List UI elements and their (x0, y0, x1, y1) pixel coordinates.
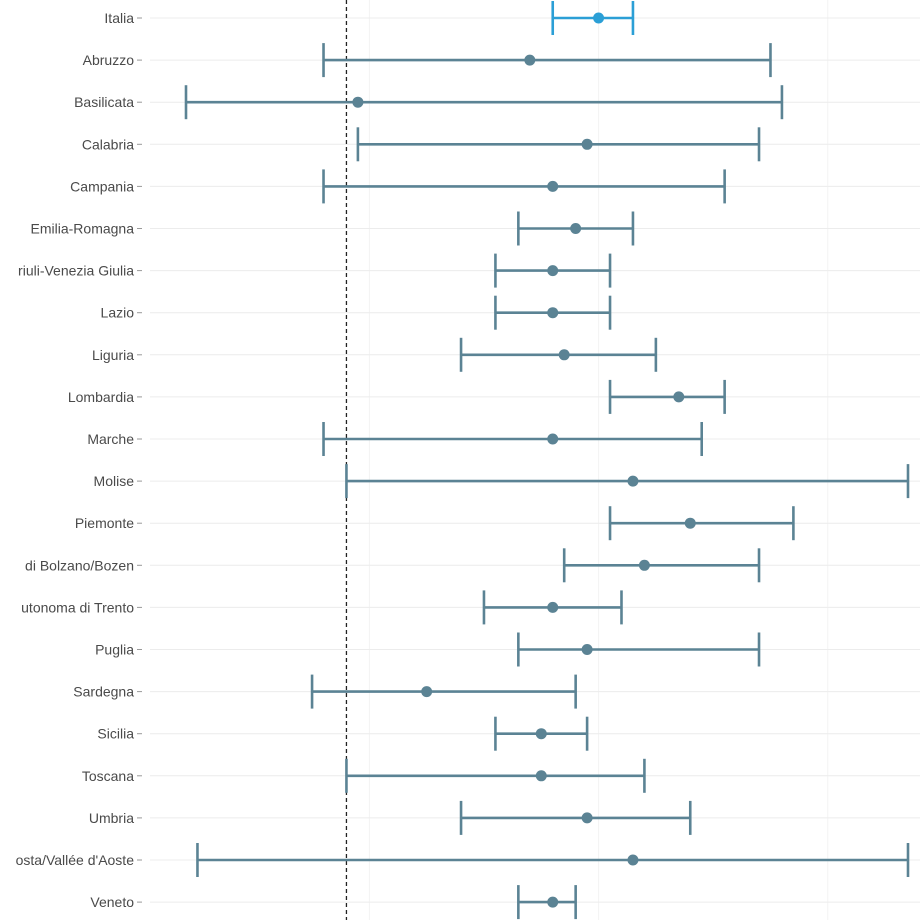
estimate-point (524, 54, 536, 66)
row-label: osta/Vallée d'Aoste (16, 852, 135, 868)
estimate-point (547, 896, 559, 908)
row-labels: Italia Abruzzo Basilicata Calabria Campania E… (16, 10, 135, 910)
estimate-point (581, 812, 593, 824)
row-label: Lombardia (68, 389, 134, 405)
row-label: Calabria (82, 136, 134, 152)
estimate-point (581, 644, 593, 655)
row-label: Italia (104, 10, 134, 26)
estimate-point (547, 180, 559, 192)
row-label: Puglia (95, 642, 134, 658)
estimate-point (673, 391, 685, 403)
row-label: Liguria (92, 347, 134, 363)
row-label: Molise (94, 473, 135, 489)
row-label: Piemonte (75, 515, 134, 531)
row-label: Marche (87, 431, 134, 447)
row-label: Basilicata (74, 94, 134, 110)
row-label: Sardegna (73, 684, 134, 700)
estimate-point (627, 475, 639, 487)
estimate-point (535, 770, 547, 782)
row-label: Campania (70, 178, 134, 194)
estimate-point (547, 307, 559, 319)
grid-lines (137, 0, 920, 920)
estimate-point (535, 728, 547, 740)
row-label: Emilia-Romagna (31, 221, 135, 237)
row-label: riuli-Venezia Giulia (18, 263, 134, 279)
estimate-point (547, 265, 559, 277)
estimate-point (593, 12, 605, 24)
estimate-point (558, 349, 570, 361)
estimate-point (352, 96, 364, 108)
estimate-point (684, 517, 696, 529)
estimate-point (570, 223, 582, 234)
row-label: Abruzzo (83, 52, 135, 68)
estimate-point (421, 686, 433, 698)
estimate-point (581, 138, 593, 150)
interval-marks (184, 1, 910, 920)
row-label: Veneto (90, 894, 134, 910)
row-label: Lazio (101, 305, 135, 321)
estimate-point (638, 559, 650, 571)
estimate-point (627, 854, 639, 866)
row-label: Toscana (82, 768, 134, 784)
row-label: di Bolzano/Bozen (25, 557, 134, 573)
estimate-point (547, 601, 559, 613)
row-label: Umbria (89, 810, 134, 826)
row-label: utonoma di Trento (21, 599, 134, 615)
row-label: Sicilia (97, 726, 134, 742)
estimate-point (547, 433, 559, 445)
